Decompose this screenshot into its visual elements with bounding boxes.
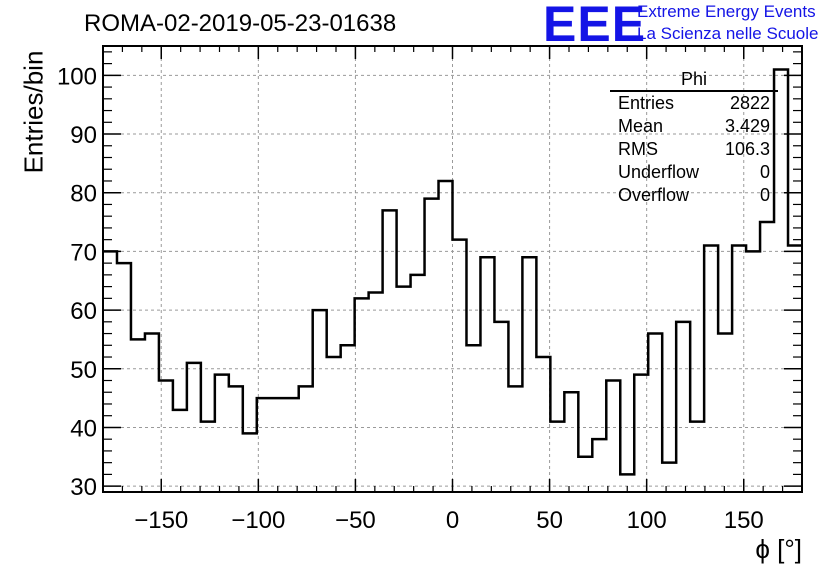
stats-title: Phi (610, 68, 778, 92)
histogram-bin (425, 199, 439, 492)
histogram-bin (620, 474, 634, 492)
stats-row-underflow: Underflow 0 (610, 161, 778, 184)
stats-value: 0 (759, 185, 770, 205)
histogram-bin (718, 334, 732, 492)
histogram-bin (411, 275, 425, 492)
x-tick-label: −50 (335, 507, 376, 534)
histogram-bin (243, 433, 257, 492)
histogram-bin (676, 322, 690, 492)
x-tick-label: −100 (231, 507, 285, 534)
histogram-bin (285, 398, 299, 492)
histogram-bin (369, 292, 383, 492)
x-tick-label: 150 (724, 507, 764, 534)
y-tick-label: 90 (70, 122, 97, 149)
histogram-bin (201, 422, 215, 492)
histogram-bin (131, 339, 145, 492)
chart-title: ROMA-02-2019-05-23-01638 (84, 10, 397, 37)
histogram-bin (494, 322, 508, 492)
histogram-bin (690, 422, 704, 492)
histogram-bin (606, 381, 620, 493)
histogram-bin (550, 422, 564, 492)
histogram-bin (229, 386, 243, 492)
histogram-bin (439, 181, 453, 492)
y-tick-label: 30 (70, 474, 97, 501)
logo-text-line2: La Scienza nelle Scuole (637, 24, 819, 43)
y-tick-label: 80 (70, 181, 97, 208)
stats-value: 106.3 (724, 139, 770, 159)
histogram-bin (536, 357, 550, 492)
histogram-bin (466, 345, 480, 492)
histogram-bin (117, 263, 131, 492)
x-tick-label: 50 (536, 507, 563, 534)
histogram-bin (578, 457, 592, 492)
histogram-bin (173, 410, 187, 492)
y-tick-label: 100 (57, 63, 97, 90)
histogram-line (103, 68, 802, 476)
histogram-bin (648, 334, 662, 492)
x-tick-label: 100 (627, 507, 667, 534)
y-axis-label: Entries/bin (18, 50, 49, 174)
stats-row-overflow: Overflow 0 (610, 184, 778, 207)
histogram-bin (271, 398, 285, 492)
histogram-bin (159, 381, 173, 493)
x-tick-label: 0 (446, 507, 459, 534)
x-tick-label: −150 (134, 507, 188, 534)
histogram-bin (746, 251, 760, 492)
axis-ticks (102, 46, 803, 492)
histogram-bin (187, 363, 201, 492)
histogram-bin (634, 375, 648, 492)
stats-row-entries: Entries 2822 (610, 92, 778, 115)
stats-label: Underflow (618, 162, 700, 182)
histogram-bin (327, 357, 341, 492)
histogram-bin (341, 345, 355, 492)
stats-label: RMS (618, 139, 658, 159)
stats-value: 0 (759, 162, 770, 182)
stats-label: Overflow (618, 185, 690, 205)
histogram-bin (103, 251, 117, 492)
histogram-bin (299, 386, 313, 492)
histogram-bin (215, 375, 229, 492)
histogram-bin (788, 246, 802, 492)
histogram-bin (397, 287, 411, 492)
stats-row-mean: Mean 3.429 (610, 115, 778, 138)
histogram-bin (662, 463, 676, 492)
histogram-bin (522, 257, 536, 492)
stats-label: Mean (618, 116, 664, 136)
histogram-bin (453, 240, 467, 492)
histogram-bin (508, 386, 522, 492)
y-tick-label: 70 (70, 239, 97, 266)
logo-text-line1: Extreme Energy Events (637, 2, 816, 21)
histogram-bin (564, 392, 578, 492)
y-tick-label: 50 (70, 357, 97, 384)
stats-value: 2822 (729, 93, 770, 113)
eee-logo: EEE (543, 0, 647, 52)
y-tick-label: 60 (70, 298, 97, 325)
axis-tick-labels: −150 −100 −50 0 50 100 150 30 40 50 60 70 80 90 100 (57, 63, 764, 534)
x-axis-label: ϕ [°] (755, 534, 802, 564)
y-tick-label: 40 (70, 415, 97, 442)
histogram-bin (760, 222, 774, 492)
stats-value: 3.429 (724, 116, 770, 136)
histogram-bin (145, 334, 159, 492)
stats-label: Entries (618, 93, 675, 113)
histogram-bin (480, 257, 494, 492)
histogram-bin (257, 398, 271, 492)
stats-row-rms: RMS 106.3 (610, 138, 778, 161)
histogram-bin (704, 246, 718, 492)
histogram-bin (732, 246, 746, 492)
histogram-bin (313, 310, 327, 492)
histogram-bin (592, 439, 606, 492)
histogram-bin (383, 210, 397, 492)
histogram-bin (355, 298, 369, 492)
stats-box: Phi Entries 2822 Mean 3.429 RMS 106.3 Un… (610, 68, 778, 207)
